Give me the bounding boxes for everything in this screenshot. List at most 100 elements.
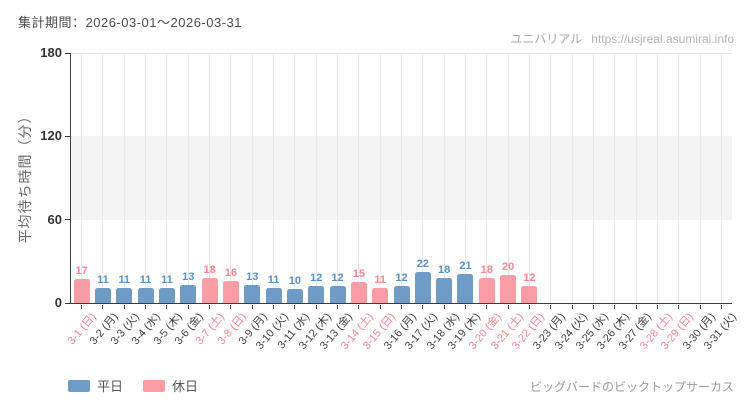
bar-value-label: 16 bbox=[224, 266, 238, 279]
x-axis-tick bbox=[102, 304, 104, 309]
x-axis-tick bbox=[187, 304, 189, 309]
gridline-vertical bbox=[528, 53, 530, 303]
x-axis-tick bbox=[81, 304, 83, 309]
y-axis-tick-label: 180 bbox=[40, 45, 62, 60]
gridline-vertical bbox=[102, 53, 104, 303]
gridline-vertical bbox=[422, 53, 424, 303]
x-axis-tick bbox=[464, 304, 466, 309]
x-axis-tick bbox=[550, 304, 552, 309]
x-axis-label: 3-7 (土) bbox=[193, 310, 228, 348]
bar bbox=[222, 280, 239, 303]
bar-value-label: 12 bbox=[310, 272, 323, 285]
gridline-vertical bbox=[592, 53, 594, 303]
legend-label-holiday: 休日 bbox=[172, 379, 199, 394]
x-axis-tick bbox=[337, 304, 339, 309]
x-axis-tick bbox=[294, 304, 296, 309]
gridline-vertical bbox=[614, 53, 616, 303]
x-axis-tick bbox=[720, 304, 722, 309]
gridline-vertical bbox=[486, 53, 488, 303]
x-axis-label: 3-20 (金) bbox=[467, 310, 505, 352]
x-axis-tick bbox=[273, 304, 275, 309]
legend-item-weekday[interactable]: 平日 bbox=[68, 376, 123, 395]
x-axis-label: 3-29 (日) bbox=[659, 310, 697, 352]
bar bbox=[414, 272, 431, 303]
gridline-vertical bbox=[166, 53, 168, 303]
y-axis-tick bbox=[64, 302, 70, 304]
x-axis-label: 3-21 (土) bbox=[488, 310, 526, 352]
y-axis-tick-label: 0 bbox=[54, 295, 62, 310]
x-axis-tick bbox=[315, 304, 317, 309]
legend-label-weekday: 平日 bbox=[97, 379, 124, 394]
x-axis-label: 3-24 (火) bbox=[552, 310, 590, 352]
x-axis-label: 3-5 (木) bbox=[151, 310, 185, 348]
x-axis-tick bbox=[614, 304, 616, 309]
x-axis-tick bbox=[379, 304, 381, 309]
bar bbox=[350, 282, 367, 303]
bar bbox=[286, 289, 303, 303]
bar-value-label: 13 bbox=[182, 270, 195, 283]
legend: 平日 休日 bbox=[68, 376, 198, 395]
bar-value-label: 18 bbox=[480, 264, 493, 276]
x-axis-tick bbox=[699, 304, 701, 309]
gridline-vertical bbox=[337, 53, 339, 303]
x-axis-tick bbox=[443, 304, 445, 309]
bar-value-label: 18 bbox=[438, 264, 451, 276]
watermark-brand: ユニバリアル bbox=[510, 32, 583, 46]
bar-value-label: 10 bbox=[288, 275, 301, 288]
gridline-vertical bbox=[294, 53, 296, 303]
bar bbox=[457, 273, 474, 303]
watermark-url: https://usjreal.asumirai.info bbox=[591, 32, 734, 46]
bar-value-label: 11 bbox=[161, 273, 173, 286]
bar-value-label: 20 bbox=[501, 261, 515, 274]
gridline-vertical bbox=[507, 53, 509, 303]
gridline-vertical bbox=[699, 53, 701, 303]
gridline-vertical bbox=[571, 53, 573, 303]
x-axis-label: 3-30 (月) bbox=[680, 310, 718, 352]
y-axis-tick bbox=[64, 52, 70, 54]
x-axis-label: 3-4 (水) bbox=[129, 310, 164, 348]
attraction-name: ビッグバードのビックトップサーカス bbox=[529, 380, 734, 394]
bar-value-label: 22 bbox=[416, 258, 429, 271]
gridline-vertical bbox=[678, 53, 680, 303]
bar bbox=[308, 286, 325, 303]
x-axis-label: 3-2 (月) bbox=[87, 310, 121, 348]
x-axis-label: 3-12 (木) bbox=[296, 310, 334, 352]
legend-swatch-weekday bbox=[68, 379, 90, 392]
x-axis-tick bbox=[678, 304, 680, 309]
x-axis-label: 3-6 (金) bbox=[172, 310, 206, 348]
x-axis-label: 3-10 (火) bbox=[253, 310, 292, 352]
bar-value-label: 11 bbox=[267, 273, 280, 286]
bar bbox=[478, 278, 495, 303]
y-axis-tick bbox=[64, 135, 70, 137]
x-axis-tick bbox=[656, 304, 658, 309]
x-axis-tick bbox=[209, 304, 211, 309]
bar-value-label: 11 bbox=[374, 273, 386, 286]
bar bbox=[436, 278, 453, 303]
gridline-vertical bbox=[401, 53, 402, 303]
gridline-vertical bbox=[187, 53, 189, 303]
x-axis-label: 3-17 (火) bbox=[403, 310, 441, 352]
bar bbox=[137, 287, 154, 303]
bar bbox=[521, 286, 538, 303]
bar-value-label: 15 bbox=[352, 268, 365, 281]
bar-value-label: 11 bbox=[97, 273, 109, 286]
x-axis-tick bbox=[528, 304, 530, 309]
x-axis-tick bbox=[251, 304, 253, 309]
x-axis-tick bbox=[358, 304, 360, 309]
bar-value-label: 12 bbox=[331, 272, 344, 285]
x-axis-label: 3-28 (土) bbox=[637, 310, 675, 352]
gridline-vertical bbox=[358, 53, 360, 303]
legend-swatch-holiday bbox=[143, 379, 166, 392]
x-axis-tick bbox=[635, 304, 637, 309]
legend-item-holiday[interactable]: 休日 bbox=[143, 376, 198, 395]
bar-value-label: 12 bbox=[395, 272, 408, 285]
bar bbox=[329, 286, 346, 303]
x-axis-label: 3-26 (木) bbox=[595, 310, 633, 352]
gridline-vertical bbox=[81, 53, 83, 303]
x-axis-tick bbox=[401, 304, 402, 309]
x-axis-label: 3-14 (土) bbox=[339, 310, 377, 352]
x-axis-label: 3-27 (金) bbox=[616, 310, 654, 352]
bar-value-label: 18 bbox=[203, 264, 216, 276]
plot-area: 17 11 11 11 11 13 18 16 13 11 10 12 12 15 11 12 22 18 21 18… bbox=[64, 52, 732, 309]
x-axis-tick bbox=[230, 304, 232, 309]
